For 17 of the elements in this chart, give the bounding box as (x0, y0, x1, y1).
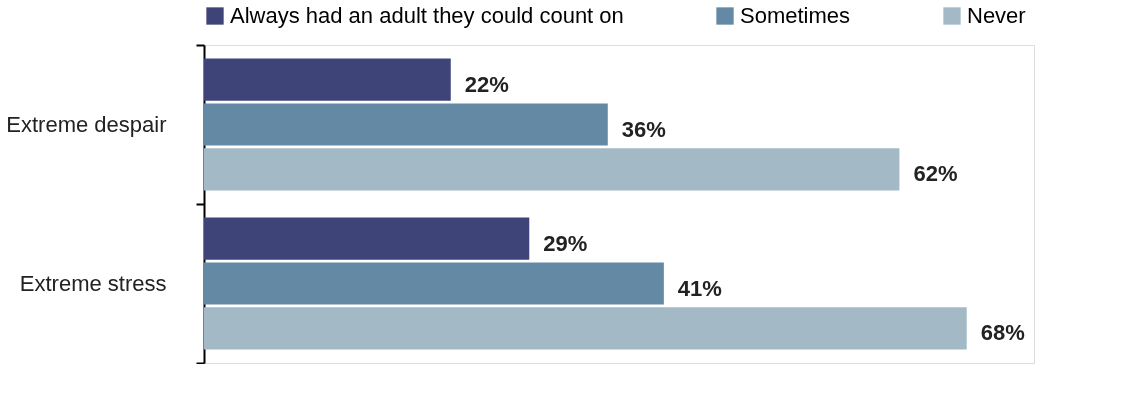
legend-label: Sometimes (740, 3, 851, 28)
legend-label: Always had an adult they could count on (230, 3, 624, 28)
data-label: 68% (980, 320, 1025, 346)
data-label: 22% (464, 71, 509, 97)
y-tick-label: Extreme stress (19, 271, 167, 296)
data-label: 29% (543, 230, 588, 256)
data-label: 62% (913, 161, 958, 187)
data-label: 36% (621, 116, 666, 142)
bar (204, 217, 530, 260)
data-label: 41% (677, 275, 722, 301)
bar (204, 103, 608, 146)
bar (204, 148, 900, 191)
bar (204, 262, 664, 305)
bar (204, 307, 967, 350)
legend-label: Never (967, 3, 1026, 28)
y-tick-label: Extreme despair (6, 112, 167, 137)
bar (204, 58, 451, 101)
